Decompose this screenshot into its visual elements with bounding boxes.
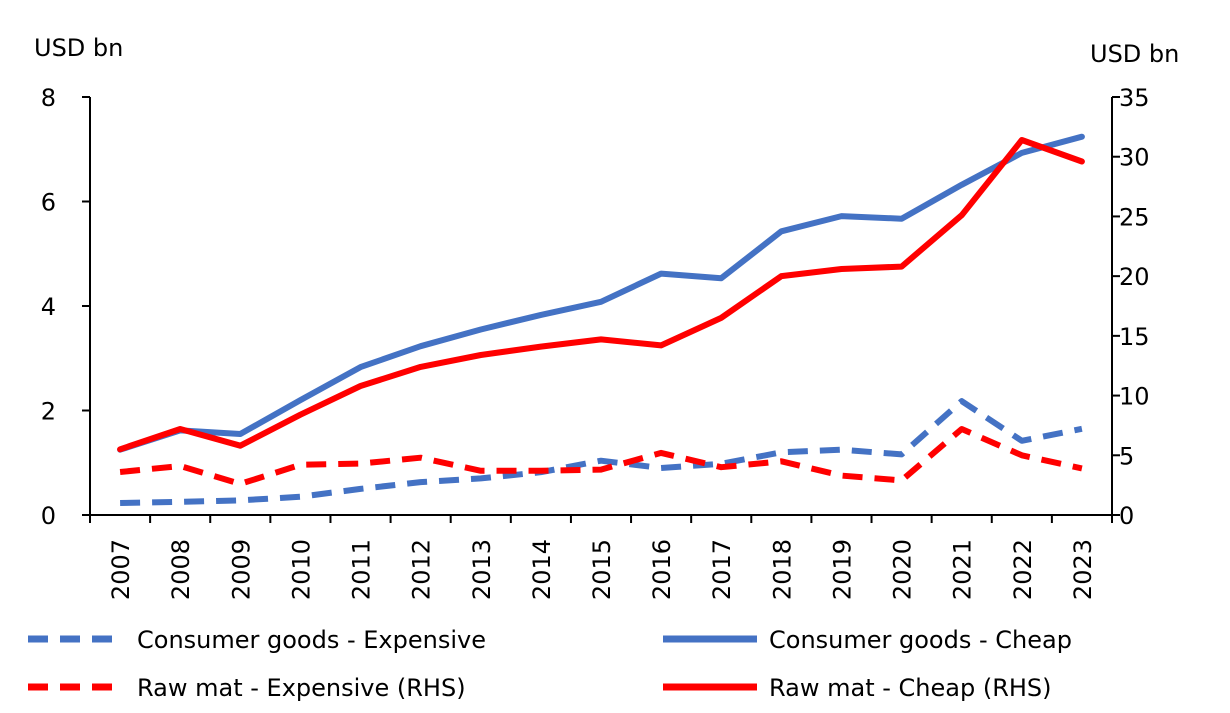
axes [89,97,1113,516]
ticks-layer: 0 2 4 6 8 0 5 10 15 20 25 30 35 2007 2008 2009 2010 2011 2… [41,84,1150,600]
x-tick-label: 2019 [828,539,856,600]
x-tick-label: 2014 [528,539,556,600]
legend-label: Raw mat - Cheap (RHS) [769,674,1052,702]
x-tick-label: 2018 [768,539,796,600]
legend: Consumer goods - Expensive Consumer goods… [28,626,1072,702]
x-tick-label: 2022 [1009,539,1037,600]
y-left-tick-label: 8 [41,84,56,112]
y-right-unit-label: USD bn [1090,40,1179,68]
x-tick-label: 2009 [227,539,255,600]
series-line-1 [120,398,1083,506]
x-tick-label: 2007 [107,539,135,600]
x-tick-label: 2021 [949,539,977,600]
x-tick-label: 2008 [167,539,195,600]
legend-label: Raw mat - Expensive (RHS) [137,674,466,702]
x-tick-label: 2023 [1069,539,1097,600]
y-right-tick-label: 20 [1119,263,1150,291]
y-right-tick-label: 10 [1119,383,1150,411]
series-layer [117,133,1085,506]
legend-item: Consumer goods - Cheap [663,626,1072,654]
y-left-tick-label: 2 [41,398,56,426]
x-tick-label: 2011 [348,539,376,600]
y-right-tick-label: 0 [1119,502,1134,530]
x-tick-label: 2013 [468,539,496,600]
x-tick-label: 2020 [889,539,917,600]
legend-item: Raw mat - Cheap (RHS) [663,674,1052,702]
legend-item: Raw mat - Expensive (RHS) [28,674,466,702]
y-left-tick-label: 4 [41,293,56,321]
x-tick-label: 2015 [588,539,616,600]
series-line-2 [117,133,1085,453]
y-right-tick-label: 35 [1119,84,1150,112]
x-tick-label: 2010 [287,539,315,600]
x-tick-label: 2017 [708,539,736,600]
legend-label: Consumer goods - Cheap [769,626,1072,654]
x-tick-label: 2016 [648,539,676,600]
y-right-tick-label: 30 [1119,144,1150,172]
legend-label: Consumer goods - Expensive [137,626,486,654]
y-left-tick-label: 6 [41,189,56,217]
legend-item: Consumer goods - Expensive [28,626,486,654]
series-line-4 [117,137,1085,453]
y-right-tick-label: 25 [1119,203,1150,231]
series-line-3 [119,426,1083,487]
y-right-tick-label: 5 [1119,442,1134,470]
y-left-tick-label: 0 [41,502,56,530]
y-right-tick-label: 15 [1119,323,1150,351]
x-tick-label: 2012 [408,539,436,600]
y-left-unit-label: USD bn [34,34,123,62]
